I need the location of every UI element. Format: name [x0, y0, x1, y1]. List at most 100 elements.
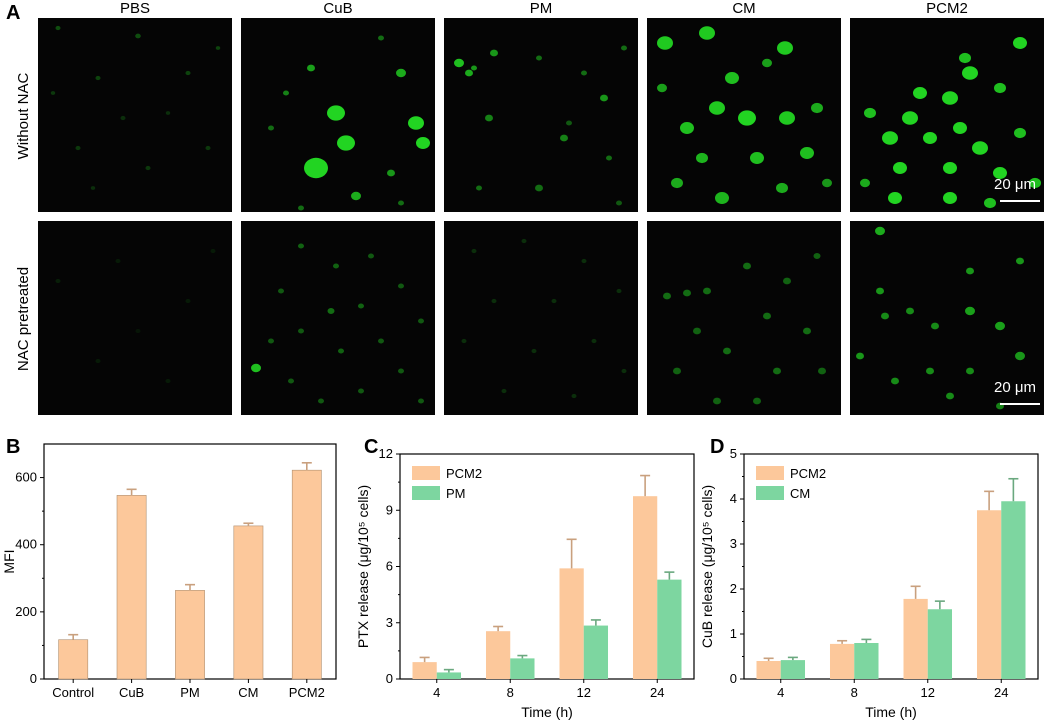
fluorescent-cell: [333, 263, 339, 269]
fluorescent-cell: [95, 75, 101, 81]
fluorescent-cell: [993, 167, 1007, 179]
fluorescent-cell: [55, 25, 61, 31]
fluorescent-cell: [779, 111, 795, 125]
fluorescent-cell: [566, 120, 572, 126]
micrograph-without-nac-pm: [444, 18, 638, 212]
fluorescent-cell: [811, 102, 823, 114]
bar-pcm2-24: [632, 496, 658, 679]
y-tick-label: 3: [386, 615, 393, 630]
fluorescent-cell: [581, 70, 587, 76]
fluorescent-cell: [994, 82, 1006, 94]
legend-label-pm: PM: [446, 486, 466, 501]
fluorescent-cell: [351, 191, 361, 201]
y-tick-label: 12: [379, 446, 393, 461]
fluorescent-cell: [358, 388, 364, 394]
column-title-cub: CuB: [323, 0, 353, 17]
fluorescent-cell: [715, 192, 729, 204]
fluorescent-cell: [657, 36, 673, 50]
fluorescent-cell: [1014, 127, 1026, 139]
fluorescent-cell: [680, 122, 694, 134]
fluorescent-cell: [307, 64, 315, 72]
y-tick-label: 4: [730, 491, 737, 506]
fluorescent-cell: [926, 367, 934, 375]
fluorescent-cell: [378, 35, 384, 41]
fluorescent-cell: [283, 90, 289, 96]
fluorescent-cell: [713, 397, 721, 405]
fluorescent-cell: [703, 287, 711, 295]
panel-d-letter: D: [710, 436, 725, 458]
fluorescent-cell: [454, 58, 464, 68]
y-tick-label: 5: [730, 446, 737, 461]
y-tick-label: 2: [730, 581, 737, 596]
fluorescent-cell: [965, 306, 975, 316]
fluorescent-cell: [616, 288, 622, 294]
fluorescent-cell: [337, 135, 355, 151]
fluorescent-cell: [327, 105, 345, 121]
fluorescent-cell: [471, 248, 477, 254]
fluorescent-cell: [723, 347, 731, 355]
fluorescent-cell: [418, 398, 424, 404]
fluorescent-cell: [387, 169, 395, 177]
fluorescent-cell: [55, 278, 61, 284]
bar-cub: [116, 495, 147, 680]
micrograph-nac-pretreated-pm: [444, 221, 638, 415]
micrograph-image: [461, 238, 627, 399]
fluorescent-cell: [471, 65, 477, 71]
fluorescent-cell: [1016, 257, 1024, 265]
fluorescent-cell: [600, 94, 608, 102]
y-tick-label: 400: [15, 537, 37, 552]
fluorescent-cell: [298, 328, 304, 334]
legend-label-pcm2: PCM2: [446, 466, 482, 481]
x-tick-label: 24: [650, 685, 664, 700]
x-axis-label: Time (h): [865, 704, 917, 720]
micrograph-image: [860, 37, 1041, 209]
legend-swatch-pm: [412, 486, 440, 500]
scale-bar: [1000, 200, 1040, 202]
fluorescent-cell: [95, 358, 101, 364]
bar-pcm2-24: [976, 510, 1002, 679]
x-tick-label: 4: [433, 685, 440, 700]
chart-mfi: 0 200 400 600 Control CuB PM CM PCM2 MFI: [1, 443, 337, 700]
micrograph-image: [454, 45, 627, 206]
column-title-cm: CM: [732, 0, 756, 17]
fluorescent-cell: [946, 392, 954, 400]
fluorescent-cell: [763, 312, 771, 320]
fluorescent-cell: [671, 177, 683, 189]
fluorescent-cell: [476, 185, 482, 191]
fluorescent-cell: [902, 111, 918, 125]
micrograph-without-nac-cub: [241, 18, 435, 212]
fluorescent-cell: [864, 107, 876, 119]
fluorescent-cell: [953, 122, 967, 134]
fluorescent-cell: [396, 68, 406, 78]
fluorescent-cell: [120, 115, 126, 121]
micrograph-without-nac-pcm2: 20 μm: [850, 18, 1044, 212]
micrograph-image: [50, 25, 221, 190]
bar-pm-24: [657, 579, 682, 679]
fluorescent-cell: [725, 72, 739, 84]
fluorescent-cell: [818, 367, 826, 375]
micrograph-image: [663, 253, 826, 405]
bar-pm-4: [436, 672, 462, 679]
legend-swatch-pcm2: [756, 466, 784, 480]
row-label-without-nac: Without NAC: [15, 72, 32, 160]
bar-pcm2-4: [756, 661, 781, 679]
fluorescent-cell: [743, 262, 751, 270]
y-tick-label: 3: [730, 536, 737, 551]
legend-label-pcm2: PCM2: [790, 466, 826, 481]
fluorescent-cell: [738, 110, 756, 126]
fluorescent-cell: [822, 178, 832, 188]
fluorescent-cell: [888, 192, 902, 204]
fluorescent-cell: [551, 298, 557, 304]
bar-pcm2: [291, 469, 322, 680]
y-tick-label: 1: [730, 626, 737, 641]
fluorescent-cell: [800, 147, 814, 159]
fluorescent-cell: [115, 258, 121, 264]
fluorescent-cell: [709, 101, 725, 115]
fluorescent-cell: [210, 248, 216, 254]
column-title-pcm2: PCM2: [926, 0, 968, 17]
fluorescent-cell: [696, 152, 708, 164]
y-tick-label: 200: [15, 604, 37, 619]
fluorescent-cell: [408, 116, 424, 130]
fluorescent-cell: [875, 226, 885, 236]
